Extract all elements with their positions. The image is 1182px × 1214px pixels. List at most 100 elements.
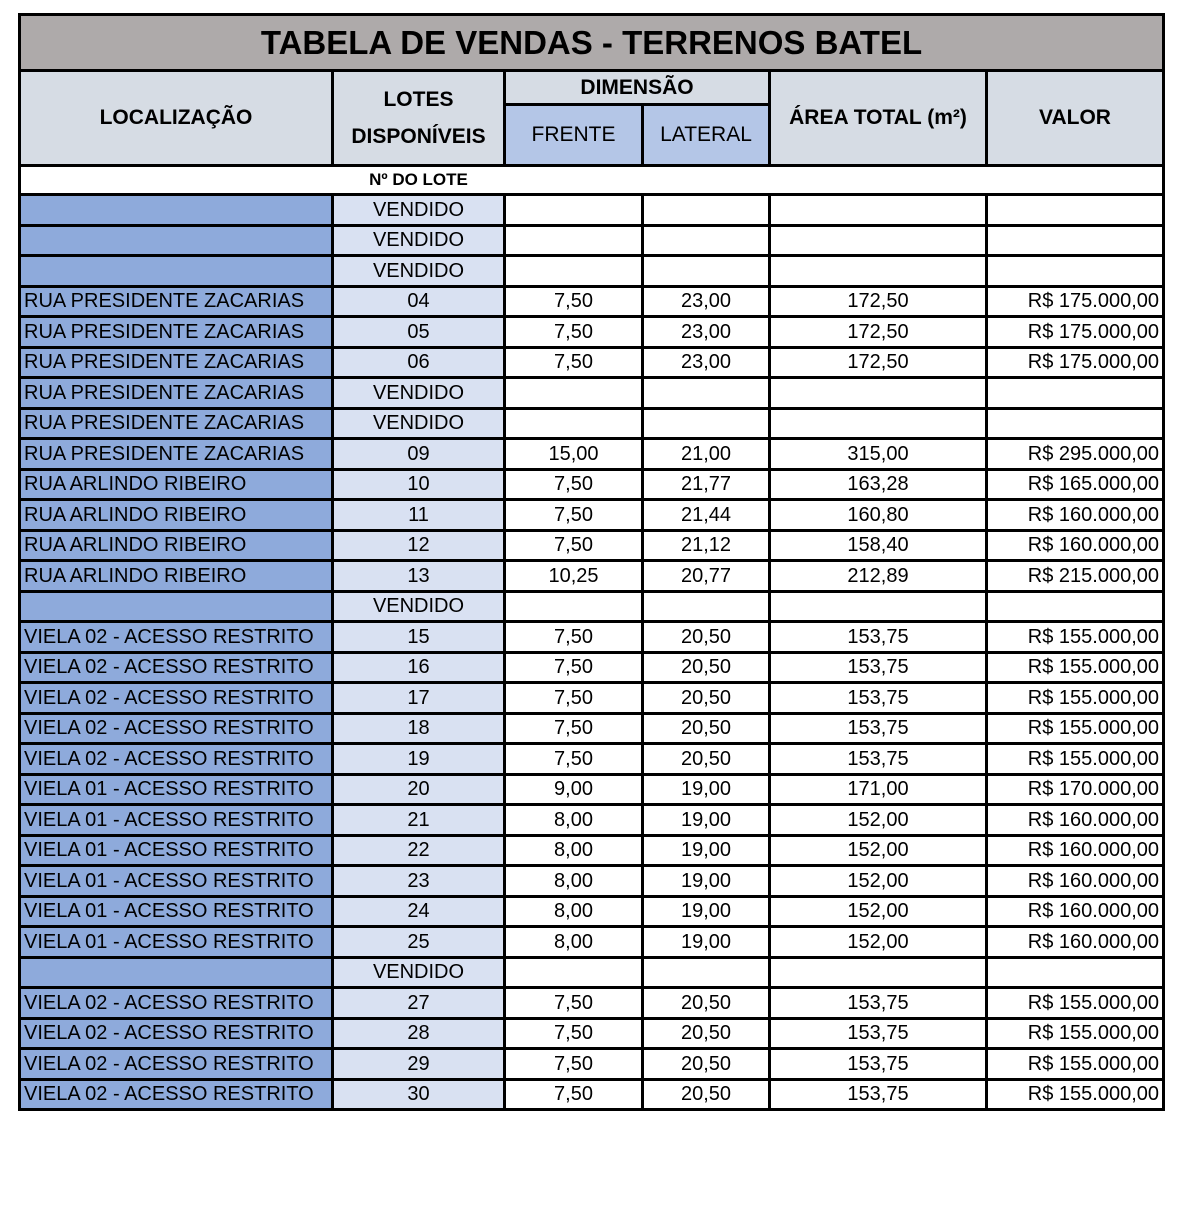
frente-cell	[503, 193, 644, 227]
lote-cell: 04	[331, 284, 506, 318]
lateral-cell	[641, 589, 771, 623]
lote-cell: 21	[331, 803, 506, 837]
location-cell: RUA PRESIDENTE ZACARIAS	[18, 284, 334, 318]
area-cell	[768, 589, 988, 623]
lote-cell: 28	[331, 1016, 506, 1050]
frente-cell	[503, 406, 644, 440]
frente-cell: 7,50	[503, 345, 644, 379]
header-dimensao: DIMENSÃO	[503, 69, 771, 106]
header-frente: FRENTE	[503, 103, 644, 167]
location-cell: RUA ARLINDO RIBEIRO	[18, 498, 334, 532]
frente-cell: 8,00	[503, 925, 644, 959]
valor-cell: R$ 160.000,00	[984, 803, 1166, 837]
lateral-cell: 19,00	[641, 803, 771, 837]
lateral-cell: 20,50	[641, 711, 771, 745]
area-cell: 152,00	[768, 894, 988, 928]
frente-cell: 7,50	[503, 742, 644, 776]
area-cell	[768, 955, 988, 989]
frente-cell: 10,25	[503, 559, 644, 593]
lote-cell: 23	[331, 864, 506, 898]
valor-cell	[984, 223, 1166, 257]
frente-cell: 7,50	[503, 284, 644, 318]
lote-cell: VENDIDO	[331, 254, 506, 288]
lateral-cell: 20,50	[641, 1047, 771, 1081]
valor-cell	[984, 376, 1166, 410]
valor-cell: R$ 155.000,00	[984, 986, 1166, 1020]
table-row: RUA PRESIDENTE ZACARIAS 04 7,50 23,00 172,50…	[18, 284, 1166, 318]
lote-cell: 22	[331, 833, 506, 867]
valor-cell: R$ 295.000,00	[984, 437, 1166, 471]
table-row: RUA ARLINDO RIBEIRO 12 7,50 21,12 158,40 R$ 1…	[18, 528, 1166, 562]
lote-cell: 16	[331, 650, 506, 684]
lote-cell: VENDIDO	[331, 589, 506, 623]
location-cell	[18, 223, 334, 257]
table-row: VENDIDO	[18, 223, 1166, 257]
table-row: RUA PRESIDENTE ZACARIAS 05 7,50 23,00 172,50…	[18, 315, 1166, 349]
location-cell: RUA PRESIDENTE ZACARIAS	[18, 406, 334, 440]
lateral-cell: 23,00	[641, 345, 771, 379]
area-cell: 153,75	[768, 986, 988, 1020]
area-cell: 153,75	[768, 742, 988, 776]
frente-cell: 7,50	[503, 528, 644, 562]
table-row: VIELA 02 - ACESSO RESTRITO 17 7,50 20,50 153…	[18, 681, 1166, 715]
frente-cell: 7,50	[503, 620, 644, 654]
location-cell: RUA PRESIDENTE ZACARIAS	[18, 376, 334, 410]
table-row: RUA ARLINDO RIBEIRO 13 10,25 20,77 212,89 R$ …	[18, 559, 1166, 593]
lateral-cell	[641, 406, 771, 440]
frente-cell	[503, 223, 644, 257]
valor-cell: R$ 160.000,00	[984, 833, 1166, 867]
table-row: RUA PRESIDENTE ZACARIAS VENDIDO	[18, 406, 1166, 440]
location-cell: VIELA 01 - ACESSO RESTRITO	[18, 864, 334, 898]
location-cell: VIELA 02 - ACESSO RESTRITO	[18, 1047, 334, 1081]
lateral-cell: 21,44	[641, 498, 771, 532]
lateral-cell: 20,50	[641, 1077, 771, 1111]
header-localizacao: LOCALIZAÇÃO	[18, 69, 334, 167]
lateral-cell	[641, 223, 771, 257]
frente-cell	[503, 589, 644, 623]
area-cell: 153,75	[768, 650, 988, 684]
area-cell: 153,75	[768, 1016, 988, 1050]
table-row: VIELA 01 - ACESSO RESTRITO 21 8,00 19,00 152…	[18, 803, 1166, 837]
location-cell: VIELA 01 - ACESSO RESTRITO	[18, 772, 334, 806]
header-lateral: LATERAL	[641, 103, 771, 167]
area-cell: 212,89	[768, 559, 988, 593]
lote-cell: 18	[331, 711, 506, 745]
area-cell: 153,75	[768, 620, 988, 654]
lote-cell: 06	[331, 345, 506, 379]
table-row: VENDIDO	[18, 254, 1166, 288]
valor-cell: R$ 155.000,00	[984, 1016, 1166, 1050]
lote-cell: VENDIDO	[331, 406, 506, 440]
frente-cell: 7,50	[503, 1047, 644, 1081]
area-cell: 153,75	[768, 1077, 988, 1111]
area-cell	[768, 376, 988, 410]
lateral-cell: 23,00	[641, 284, 771, 318]
lateral-cell: 20,50	[641, 1016, 771, 1050]
table-row: RUA PRESIDENTE ZACARIAS 06 7,50 23,00 172,50…	[18, 345, 1166, 379]
lateral-cell: 20,77	[641, 559, 771, 593]
frente-cell	[503, 254, 644, 288]
lateral-cell: 21,12	[641, 528, 771, 562]
table-row: VIELA 02 - ACESSO RESTRITO 16 7,50 20,50 153…	[18, 650, 1166, 684]
location-cell: VIELA 02 - ACESSO RESTRITO	[18, 1077, 334, 1111]
lote-cell: 17	[331, 681, 506, 715]
area-cell: 153,75	[768, 681, 988, 715]
lateral-cell: 23,00	[641, 315, 771, 349]
table-row: VIELA 02 - ACESSO RESTRITO 18 7,50 20,50 153…	[18, 711, 1166, 745]
lateral-cell: 20,50	[641, 650, 771, 684]
area-cell: 172,50	[768, 284, 988, 318]
table-row: VIELA 02 - ACESSO RESTRITO 27 7,50 20,50 153…	[18, 986, 1166, 1020]
location-cell: RUA ARLINDO RIBEIRO	[18, 528, 334, 562]
valor-cell: R$ 160.000,00	[984, 864, 1166, 898]
location-cell: VIELA 01 - ACESSO RESTRITO	[18, 925, 334, 959]
frente-cell: 7,50	[503, 986, 644, 1020]
frente-cell: 8,00	[503, 833, 644, 867]
table-row: VENDIDO	[18, 955, 1166, 989]
lote-cell: VENDIDO	[331, 376, 506, 410]
location-cell: VIELA 02 - ACESSO RESTRITO	[18, 1016, 334, 1050]
table-row: RUA ARLINDO RIBEIRO 11 7,50 21,44 160,80 R$ 1…	[18, 498, 1166, 532]
valor-cell: R$ 160.000,00	[984, 925, 1166, 959]
valor-cell	[984, 589, 1166, 623]
valor-cell	[984, 406, 1166, 440]
table-row: VIELA 02 - ACESSO RESTRITO 19 7,50 20,50 153…	[18, 742, 1166, 776]
lote-cell: 15	[331, 620, 506, 654]
